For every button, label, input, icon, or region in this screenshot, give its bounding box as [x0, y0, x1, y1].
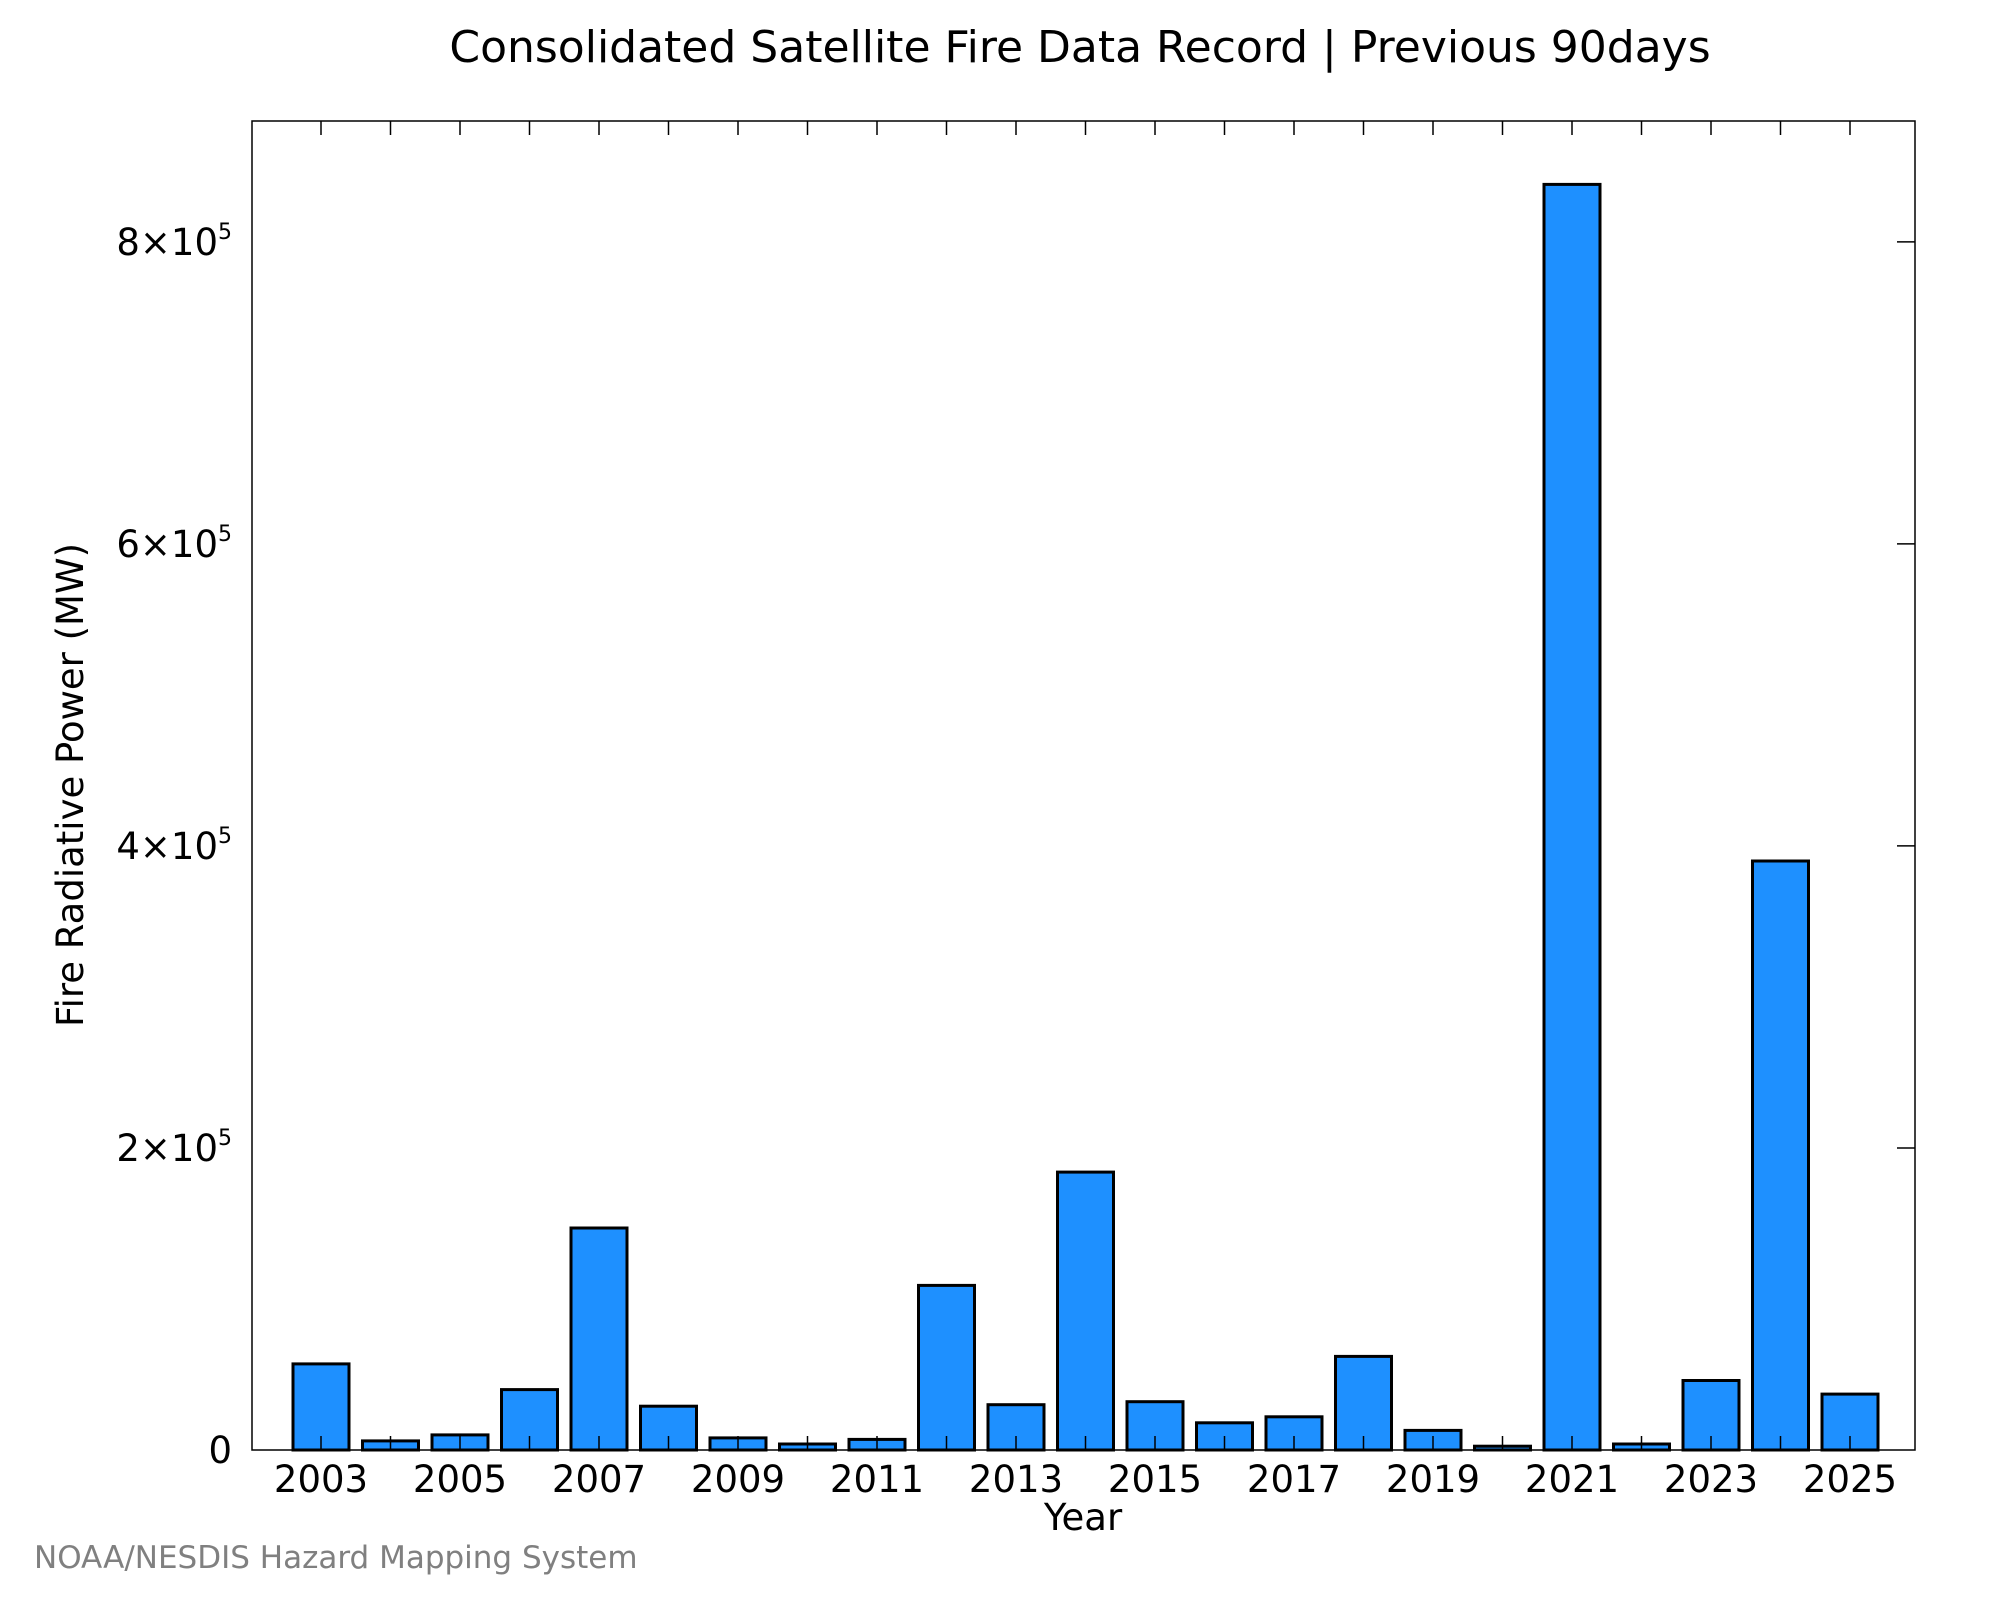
bar-2014	[1056, 1170, 1115, 1452]
y-tick-label: 2×105	[116, 1126, 232, 1170]
y-tick-label: 0	[208, 1429, 232, 1472]
x-tick-label: 2007	[552, 1458, 646, 1501]
x-tick-label: 2009	[691, 1458, 785, 1501]
y-axis: 0 2×105 4×105 6×105 8×105	[116, 220, 1915, 1472]
bar-2021	[1542, 182, 1602, 1452]
y-tick-label: 8×105	[116, 220, 232, 264]
x-tick-label: 2003	[274, 1458, 368, 1501]
y-axis-label: Fire Radiative Power (MW)	[49, 543, 92, 1027]
x-tick-label: 2019	[1386, 1458, 1480, 1501]
x-axis-label: Year	[1043, 1496, 1123, 1539]
x-tick-label: 2025	[1803, 1458, 1897, 1501]
source-credit: NOAA/NESDIS Hazard Mapping System	[34, 1540, 638, 1576]
x-tick-label: 2005	[413, 1458, 507, 1501]
bar-2024	[1751, 859, 1810, 1452]
x-tick-label: 2021	[1525, 1458, 1619, 1501]
x-tick-label: 2017	[1247, 1458, 1341, 1501]
x-tick-label: 2011	[830, 1458, 924, 1501]
x-axis: 2003 2005 2007 2009 2011 2013 2015 2017 2019 2021…	[274, 121, 1897, 1501]
y-tick-label: 6×105	[116, 522, 232, 566]
x-tick-label: 2023	[1664, 1458, 1758, 1501]
bar-2007	[569, 1226, 629, 1452]
x-tick-label: 2013	[969, 1458, 1063, 1501]
x-tick-label: 2015	[1108, 1458, 1202, 1501]
chart-title: Consolidated Satellite Fire Data Record …	[449, 22, 1710, 73]
y-tick-label: 4×105	[116, 824, 232, 868]
bar-2012	[917, 1283, 976, 1452]
bar-series	[291, 182, 1880, 1452]
bar-2018	[1334, 1354, 1393, 1452]
